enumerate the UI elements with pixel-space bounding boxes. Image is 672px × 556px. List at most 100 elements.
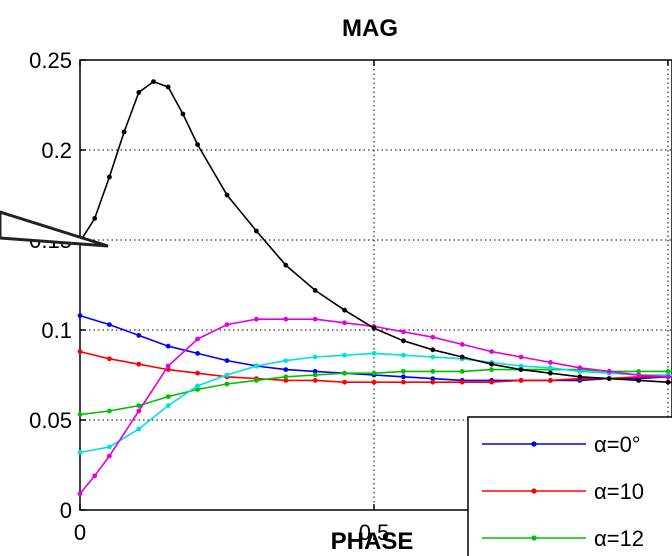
data-point [518,354,524,360]
data-point [136,403,142,408]
data-point [430,354,436,360]
data-point [518,378,524,383]
data-point [636,372,641,378]
data-point [165,343,171,349]
data-point [489,367,494,372]
y-tick-label: 0 [60,498,72,523]
data-point [665,379,671,385]
data-point [283,367,289,372]
data-point [577,369,583,374]
data-point [283,358,289,363]
data-point [665,369,671,374]
data-point [195,370,201,376]
x-axis-label: PHASE [331,528,414,555]
data-point [136,408,142,414]
data-point [401,374,406,380]
legend-entry-label: α=12 [594,526,644,551]
data-point [489,379,494,385]
data-point [283,374,289,380]
data-point [459,354,465,360]
data-point [254,316,259,322]
data-point [342,307,347,313]
y-tick-label: 0.1 [41,318,72,343]
data-point [371,379,377,385]
data-point [165,403,171,408]
axis-ticks: 00.5100.050.10.150.20.25 [29,48,672,545]
data-point [107,444,112,450]
data-point [371,325,377,331]
data-point [636,369,641,374]
data-point [107,322,112,327]
data-point [606,369,612,374]
data-point [401,379,406,385]
series-4 [77,316,672,497]
data-point [195,383,201,389]
legend-entry-label: α=0° [594,432,641,457]
data-point [195,142,201,148]
data-point [342,379,347,385]
data-point [430,369,436,374]
data-point [430,379,436,385]
data-point [107,174,112,180]
data-point [165,84,171,90]
x-tick-label: 0.5 [359,520,390,545]
data-point [459,369,465,374]
data-point [312,372,318,378]
series-line [79,318,672,495]
series-layer [77,79,672,497]
data-point [371,351,377,356]
data-point [548,365,553,371]
legend: α=0° α=10 α=12 [467,416,672,556]
data-point [77,313,83,318]
data-point [195,336,201,342]
data-point [489,349,494,354]
y-tick-label: 0.2 [41,138,72,163]
data-point [548,378,553,383]
data-point [401,369,406,374]
data-point [224,358,230,363]
data-point [548,370,553,376]
data-point [312,354,318,360]
data-point [107,453,112,459]
data-point [342,370,347,376]
data-point [606,376,612,381]
data-point [77,491,83,497]
data-point [195,387,201,392]
data-point [401,338,406,344]
data-point [283,262,289,268]
data-point [77,450,83,455]
data-point [92,216,98,221]
legend-swatch-marker [531,535,537,541]
data-point [489,361,494,367]
data-point [430,334,436,340]
data-point [312,369,318,374]
legend-entry-label: α=10 [594,479,644,504]
axes-frame [79,59,672,511]
data-point [254,378,259,383]
data-point [165,363,171,369]
data-point [254,228,259,234]
data-point [636,378,641,383]
data-point [312,288,318,293]
data-point [430,376,436,381]
data-point [665,374,671,380]
data-point [224,192,230,198]
data-point [136,90,142,95]
data-point [165,394,171,399]
data-point [77,412,83,417]
data-point [312,378,318,383]
data-point [92,473,98,479]
data-point [283,378,289,383]
chart-title: MAG [342,15,398,42]
x-tick-label: 0 [74,520,86,545]
data-point [518,367,524,372]
data-point [180,111,186,117]
legend-box [467,416,672,556]
data-point [224,322,230,327]
data-point [577,365,583,371]
data-point [459,342,465,347]
data-point [151,79,156,84]
data-point [342,352,347,358]
data-point [224,381,230,387]
